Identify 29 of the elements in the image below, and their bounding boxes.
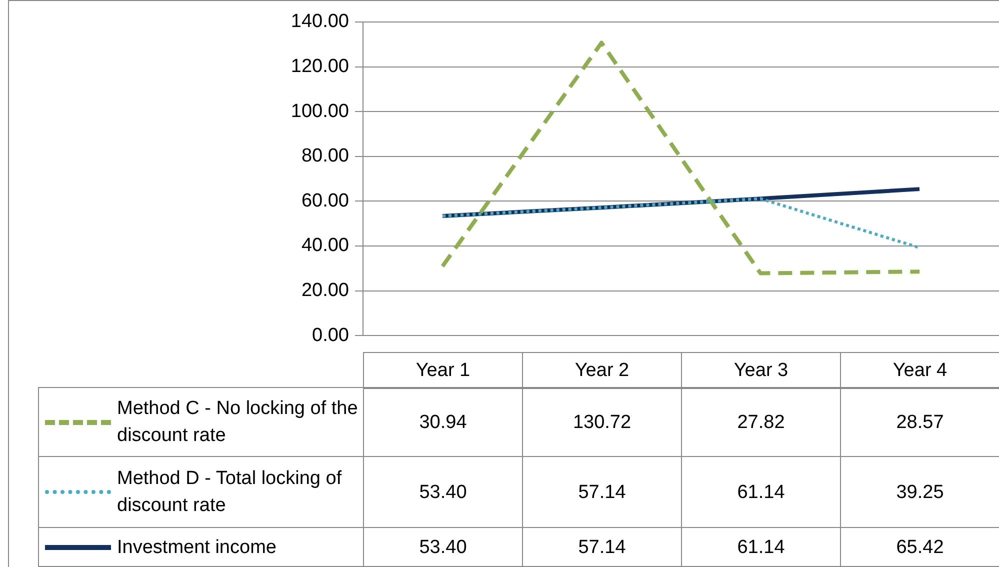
data-label: 27.82 <box>681 387 841 457</box>
legend-label: Method C - No locking of the discount rate <box>117 397 359 448</box>
y-tick-label: 80.00 <box>301 146 349 167</box>
legend-label: Investment income <box>117 536 278 560</box>
y-tick-label: 120.00 <box>290 56 349 78</box>
data-label: 53.40 <box>363 527 523 567</box>
data-label: 28.57 <box>840 387 999 457</box>
x-tick-label: Year 3 <box>681 352 841 389</box>
data-label: 61.14 <box>681 456 841 528</box>
data-label: 57.14 <box>522 456 682 528</box>
y-tick-label: 60.00 <box>301 190 349 212</box>
data-label: 53.40 <box>363 456 523 528</box>
x-tick-label: Year 2 <box>522 352 682 389</box>
data-label: 39.25 <box>840 456 999 528</box>
data-label: 30.94 <box>363 387 523 457</box>
data-label: 57.14 <box>522 527 682 567</box>
line-series <box>440 40 922 276</box>
y-tick-label: 100.00 <box>290 100 349 122</box>
data-label: 130.72 <box>522 387 682 457</box>
data-label: 61.14 <box>681 527 841 567</box>
y-tick-label: 20.00 <box>301 280 349 302</box>
x-tick-label: Year 1 <box>363 352 523 389</box>
y-tick-label: 40.00 <box>301 235 349 256</box>
x-tick-label: Year 4 <box>840 352 999 389</box>
y-tick-label: 140.00 <box>290 11 349 32</box>
legend-label: Method D - Total locking of discount rate <box>117 467 343 518</box>
y-tick-label: 0.00 <box>312 324 349 346</box>
data-label: 65.42 <box>840 527 999 567</box>
line-series <box>441 197 921 250</box>
